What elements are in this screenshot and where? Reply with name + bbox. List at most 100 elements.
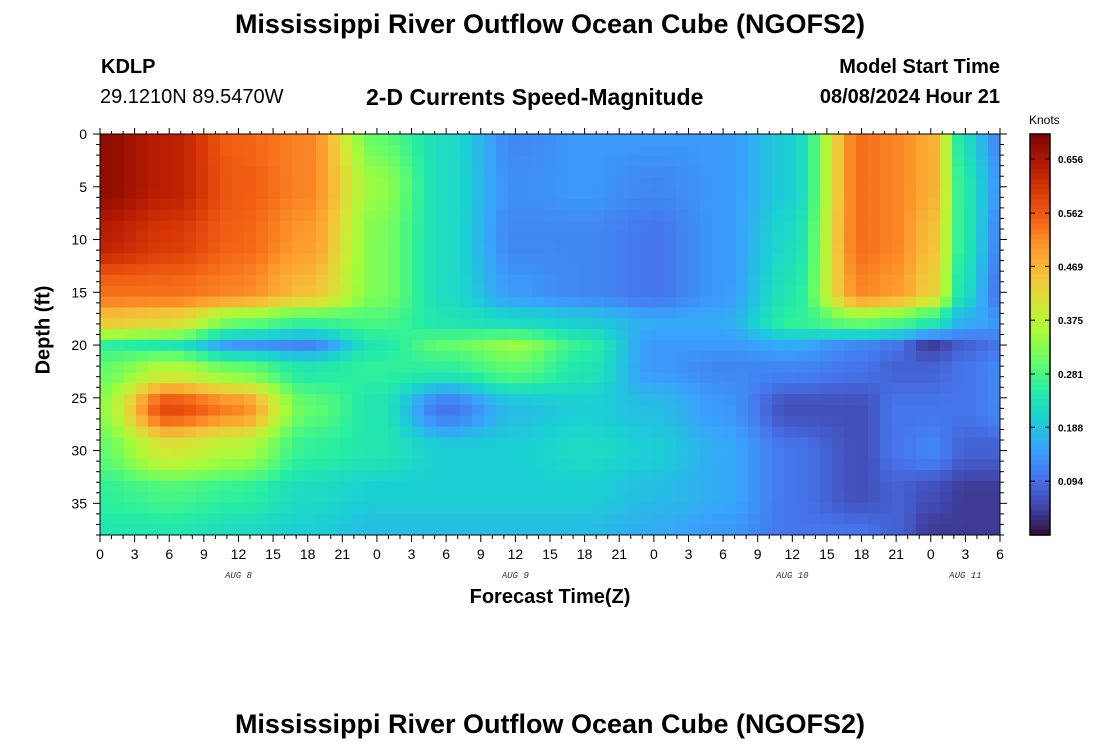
heatmap-cell: [868, 155, 881, 168]
heatmap-cell: [940, 134, 953, 146]
heatmap-cell: [832, 264, 845, 276]
heatmap-cell: [220, 491, 233, 504]
heatmap-cell: [880, 469, 893, 482]
heatmap-cell: [904, 491, 917, 504]
heatmap-cell: [976, 253, 989, 265]
heatmap-cell: [856, 437, 869, 449]
heatmap-cell: [784, 166, 797, 178]
heatmap-cell: [736, 415, 749, 428]
heatmap-cell: [664, 188, 677, 200]
heatmap-cell: [400, 155, 413, 168]
heatmap-cell: [784, 502, 797, 514]
heatmap-cell: [928, 166, 941, 178]
heatmap-cell: [436, 242, 449, 254]
heatmap-cell: [784, 307, 797, 319]
heatmap-cell: [616, 469, 629, 482]
heatmap-cell: [184, 231, 197, 243]
heatmap-cell: [832, 209, 845, 222]
heatmap-cell: [460, 469, 473, 482]
heatmap-cell: [796, 188, 809, 200]
heatmap-cell: [568, 318, 581, 330]
heatmap-cell: [940, 361, 953, 374]
heatmap-cell: [688, 134, 701, 146]
heatmap-cell: [712, 426, 725, 439]
heatmap-cell: [160, 285, 173, 298]
heatmap-cell: [964, 307, 977, 319]
heatmap-cell: [820, 134, 833, 146]
heatmap-cell: [784, 459, 797, 471]
colorbar-segment: [1030, 259, 1050, 265]
heatmap-cell: [196, 491, 209, 504]
heatmap-cell: [172, 209, 185, 222]
heatmap-cell: [160, 524, 173, 535]
heatmap-cell: [772, 339, 785, 352]
heatmap-cell: [220, 134, 233, 146]
heatmap-cell: [688, 199, 701, 211]
heatmap-cell: [916, 404, 929, 417]
heatmap-cell: [376, 188, 389, 200]
colorbar-segment: [1030, 249, 1050, 255]
heatmap-cell: [640, 480, 653, 493]
heatmap-cell: [508, 329, 521, 341]
heatmap-cell: [640, 339, 653, 352]
heatmap-cell: [400, 513, 413, 525]
heatmap-cell: [700, 491, 713, 504]
heatmap-cell: [328, 307, 341, 319]
heatmap-cell: [196, 188, 209, 200]
heatmap-cell: [412, 307, 425, 319]
heatmap-cell: [688, 318, 701, 330]
heatmap-cell: [616, 144, 629, 157]
heatmap-cell: [508, 448, 521, 460]
heatmap-cell: [436, 339, 449, 352]
heatmap-cell: [652, 524, 665, 535]
heatmap-cell: [484, 329, 497, 341]
heatmap-cell: [640, 329, 653, 341]
heatmap-cell: [928, 426, 941, 439]
heatmap-cell: [484, 480, 497, 493]
heatmap-cell: [928, 448, 941, 460]
heatmap-cell: [208, 242, 221, 254]
heatmap-cell: [592, 177, 605, 189]
heatmap-cell: [124, 415, 137, 428]
heatmap-cell: [736, 372, 749, 384]
heatmap-cell: [844, 524, 857, 535]
heatmap-cell: [448, 339, 461, 352]
heatmap-cell: [400, 469, 413, 482]
heatmap-cell: [772, 264, 785, 276]
heatmap-cell: [964, 231, 977, 243]
heatmap-cell: [400, 231, 413, 243]
heatmap-cell: [952, 524, 965, 535]
heatmap-cell: [136, 469, 149, 482]
heatmap-cell: [868, 502, 881, 514]
heatmap-cell: [976, 350, 989, 363]
heatmap-cell: [976, 480, 989, 493]
heatmap-cell: [316, 242, 329, 254]
heatmap-cell: [232, 231, 245, 243]
heatmap-cell: [196, 242, 209, 254]
heatmap-cell: [520, 491, 533, 504]
heatmap-cell: [184, 285, 197, 298]
heatmap-cell: [952, 437, 965, 449]
heatmap-cell: [172, 166, 185, 178]
heatmap-cell: [988, 166, 1000, 178]
heatmap-cell: [856, 220, 869, 233]
heatmap-cell: [856, 404, 869, 417]
heatmap-cell: [472, 361, 485, 374]
heatmap-cell: [148, 404, 161, 417]
heatmap-cell: [712, 231, 725, 243]
heatmap-cell: [724, 469, 737, 482]
heatmap-cell: [616, 513, 629, 525]
colorbar-segment: [1030, 329, 1050, 336]
heatmap-cell: [496, 264, 509, 276]
heatmap-cell: [160, 502, 173, 514]
heatmap-cell: [820, 426, 833, 439]
heatmap-cell: [784, 177, 797, 189]
heatmap-cell: [544, 264, 557, 276]
colorbar-segment: [1030, 284, 1050, 290]
heatmap-cell: [796, 480, 809, 493]
heatmap-cell: [388, 513, 401, 525]
heatmap-cell: [904, 513, 917, 525]
heatmap-cell: [136, 285, 149, 298]
heatmap-cell: [532, 285, 545, 298]
heatmap-cell: [760, 307, 773, 319]
